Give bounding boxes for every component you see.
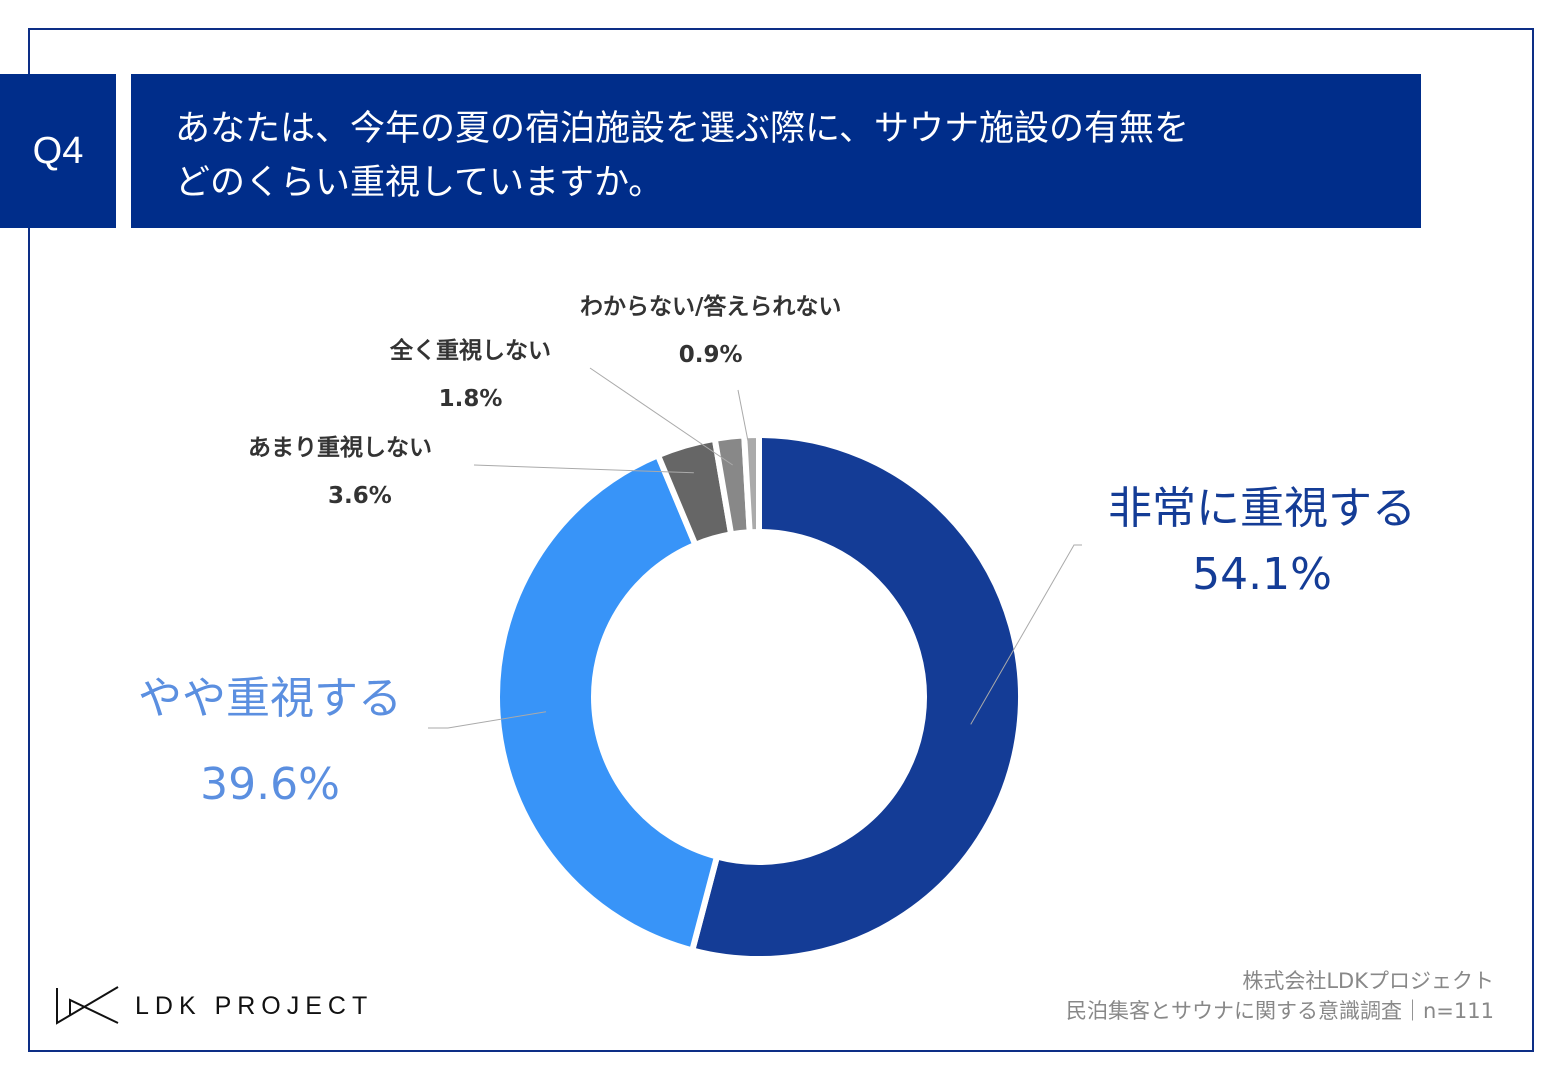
category-label: やや重視する xyxy=(138,673,402,724)
leader-line xyxy=(473,464,694,474)
logo-text: LDK PROJECT xyxy=(135,992,374,1020)
value-label: 3.6% xyxy=(328,483,392,509)
category-label: あまり重視しない xyxy=(248,435,432,461)
ldk-logo-icon xyxy=(56,986,119,1025)
donut-slice xyxy=(688,431,1025,962)
footer-company: 株式会社LDKプロジェクト xyxy=(1242,969,1494,993)
value-label: 54.1% xyxy=(1192,549,1332,600)
donut-slice xyxy=(741,431,762,536)
label-not-at-all-important: 全く重視しない 1.8% xyxy=(390,327,551,423)
question-number: Q4 xyxy=(0,74,116,228)
label-unknown: わからない/答えられない 0.9% xyxy=(580,283,841,379)
label-very-important: 非常に重視する 54.1% xyxy=(1108,476,1416,608)
value-label: 39.6% xyxy=(200,759,340,810)
category-label: 非常に重視する xyxy=(1108,483,1416,534)
value-label: 0.9% xyxy=(678,342,743,368)
value-label: 1.8% xyxy=(438,386,503,412)
category-label: 全く重視しない xyxy=(390,338,551,364)
label-not-very-important: あまり重視しない 3.6% xyxy=(248,424,432,520)
footer-source: 株式会社LDKプロジェクト 民泊集客とサウナに関する意識調査｜n=111 xyxy=(1066,966,1494,1026)
slide-frame xyxy=(28,28,1534,1052)
label-somewhat-important: やや重視する 39.6% xyxy=(138,656,402,828)
footer-survey: 民泊集客とサウナに関する意識調査｜n=111 xyxy=(1066,999,1494,1023)
leader-line xyxy=(589,367,733,466)
leader-line xyxy=(970,544,1082,725)
donut-slice xyxy=(494,451,721,955)
question-title: あなたは、今年の夏の宿泊施設を選ぶ際に、サウナ施設の有無を どのくらい重視してい… xyxy=(131,74,1421,228)
leader-line xyxy=(737,389,753,464)
leader-line xyxy=(428,711,547,729)
category-label: わからない/答えられない xyxy=(580,294,842,320)
